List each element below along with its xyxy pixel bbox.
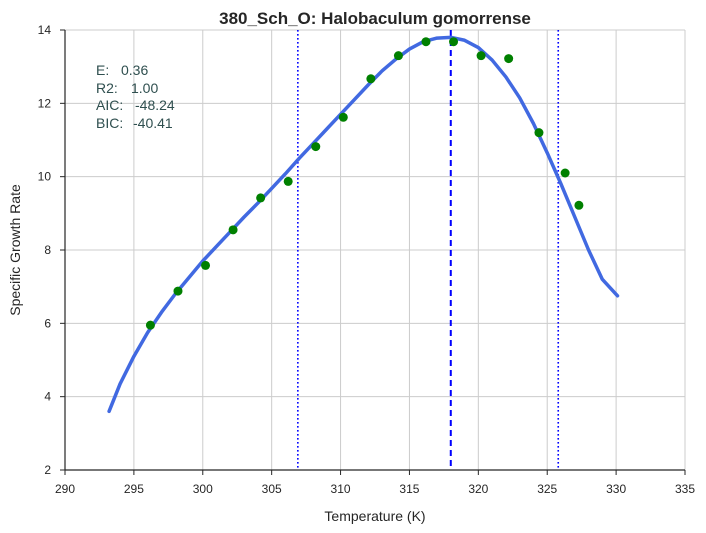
data-point bbox=[256, 193, 266, 203]
stat-r2: R2: 1.00 bbox=[96, 80, 158, 96]
stat-aic: AIC: -48.24 bbox=[96, 97, 175, 113]
data-point bbox=[534, 128, 544, 138]
y-tick-label: 14 bbox=[38, 23, 52, 37]
stat-r2-label: R2: bbox=[96, 80, 118, 96]
data-point bbox=[311, 142, 321, 152]
x-tick-label: 335 bbox=[675, 482, 695, 496]
y-axis-label: Specific Growth Rate bbox=[7, 184, 23, 316]
stat-e: E: 0.36 bbox=[96, 62, 148, 78]
stat-bic-label: BIC: bbox=[96, 115, 123, 131]
data-point bbox=[283, 176, 293, 186]
data-points bbox=[145, 37, 584, 330]
y-tick-label: 12 bbox=[38, 96, 52, 110]
axes bbox=[60, 29, 686, 475]
x-tick-label: 290 bbox=[55, 482, 75, 496]
stat-aic-label: AIC: bbox=[96, 97, 123, 113]
x-tick-label: 310 bbox=[331, 482, 351, 496]
y-tick-label: 8 bbox=[44, 243, 51, 257]
data-point bbox=[504, 54, 514, 64]
data-point bbox=[560, 168, 570, 178]
stat-aic-value: -48.24 bbox=[135, 97, 175, 113]
x-tick-label: 315 bbox=[399, 482, 419, 496]
reference-lines bbox=[297, 30, 560, 470]
y-tick-label: 10 bbox=[38, 170, 52, 184]
x-tick-labels: 290 295 300 305 310 315 320 325 330 335 bbox=[55, 482, 695, 496]
chart-title: 380_Sch_O: Halobaculum gomorrense bbox=[219, 9, 531, 28]
x-tick-label: 325 bbox=[537, 482, 557, 496]
y-tick-label: 4 bbox=[44, 390, 51, 404]
x-tick-label: 300 bbox=[193, 482, 213, 496]
x-axis-label: Temperature (K) bbox=[324, 508, 425, 524]
data-point bbox=[393, 51, 403, 61]
x-tick-label: 305 bbox=[262, 482, 282, 496]
data-point bbox=[476, 51, 486, 61]
data-point bbox=[173, 286, 183, 296]
stat-e-label: E: bbox=[96, 62, 109, 78]
data-point bbox=[421, 37, 431, 47]
data-point bbox=[228, 225, 238, 235]
data-point bbox=[201, 260, 211, 270]
data-point bbox=[574, 200, 584, 210]
stat-bic: BIC: -40.41 bbox=[96, 115, 173, 131]
fit-curve bbox=[107, 35, 620, 414]
data-point bbox=[366, 74, 376, 84]
y-tick-label: 6 bbox=[44, 316, 51, 330]
y-tick-label: 2 bbox=[44, 463, 51, 477]
stat-bic-value: -40.41 bbox=[133, 115, 173, 131]
y-tick-labels: 2 4 6 8 10 12 14 bbox=[38, 23, 52, 477]
x-tick-label: 330 bbox=[606, 482, 626, 496]
data-point bbox=[449, 37, 459, 47]
stat-e-value: 0.36 bbox=[121, 62, 148, 78]
data-point bbox=[145, 320, 155, 330]
x-tick-label: 320 bbox=[468, 482, 488, 496]
stats-box: E: 0.36 R2: 1.00 AIC: -48.24 BIC: -40.41 bbox=[96, 62, 175, 131]
data-point bbox=[338, 112, 348, 122]
stat-r2-value: 1.00 bbox=[131, 80, 158, 96]
grid bbox=[65, 29, 686, 470]
x-tick-label: 295 bbox=[124, 482, 144, 496]
